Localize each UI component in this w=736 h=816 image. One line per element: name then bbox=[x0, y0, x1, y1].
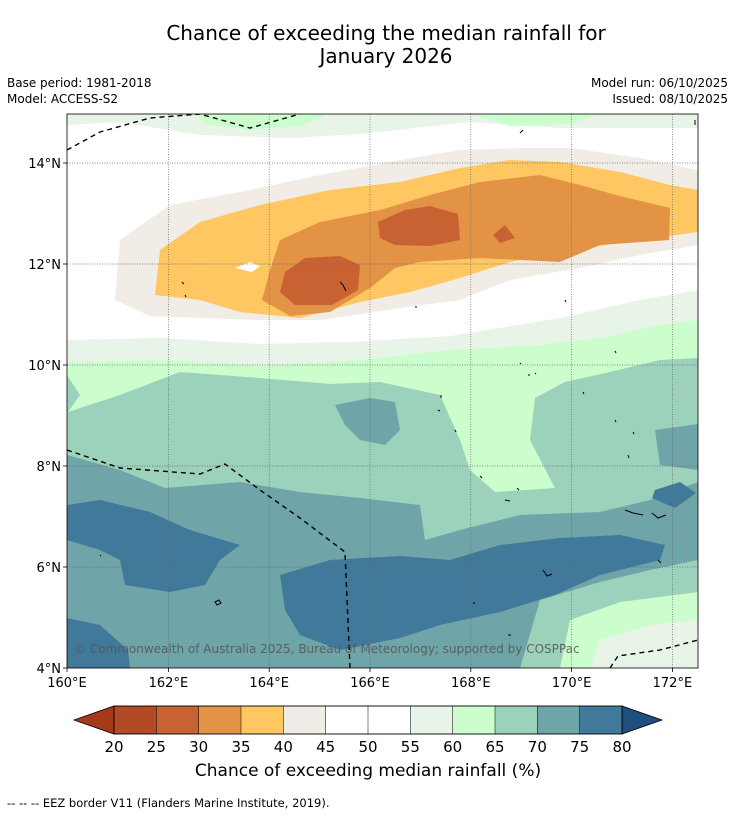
colorbar-segment bbox=[113, 705, 157, 735]
colorbar-segment bbox=[452, 705, 496, 735]
lon-label: 164°E bbox=[249, 676, 289, 691]
field-60-65-top bbox=[195, 114, 600, 130]
colorbar-tick-label: 35 bbox=[231, 738, 250, 756]
colorbar-tick-label: 75 bbox=[570, 738, 589, 756]
colorbar-tick-label: 70 bbox=[528, 738, 547, 756]
lon-label: 162°E bbox=[149, 676, 189, 691]
colorbar-segment bbox=[240, 705, 284, 735]
field-white-notch bbox=[235, 262, 260, 272]
lat-label: 6°N bbox=[37, 561, 62, 576]
colorbar-title: Chance of exceeding median rainfall (%) bbox=[194, 761, 542, 781]
field-75-80-south bbox=[280, 535, 665, 650]
lat-label: 14°N bbox=[28, 157, 61, 172]
colorbar-segment bbox=[494, 705, 538, 735]
colorbar-tick-label: 50 bbox=[358, 738, 377, 756]
field-55-60-corner bbox=[590, 620, 698, 668]
lon-label: 160°E bbox=[47, 676, 87, 691]
contour-fields bbox=[67, 114, 698, 668]
lat-label: 8°N bbox=[37, 460, 62, 475]
colorbar-segment bbox=[198, 705, 242, 735]
model-run: Model run: 06/10/2025 bbox=[590, 76, 728, 90]
field-75-80-west bbox=[67, 500, 240, 592]
axis-ticks bbox=[63, 162, 673, 672]
meta-right: Model run: 06/10/2025 Issued: 08/10/2025 bbox=[591, 75, 728, 107]
colorbar-tick-label: 60 bbox=[443, 738, 462, 756]
lon-label: 172°E bbox=[653, 676, 693, 691]
field-30-35-b bbox=[378, 206, 460, 246]
colorbar-segment bbox=[283, 705, 327, 735]
colorbar-segment bbox=[367, 705, 411, 735]
meta-left: Base period: 1981-2018 Model: ACCESS-S2 bbox=[7, 75, 152, 107]
colorbar-tick-label: 45 bbox=[316, 738, 335, 756]
field-30-35-c bbox=[493, 225, 515, 243]
title-line-1: Chance of exceeding the median rainfall … bbox=[166, 21, 606, 45]
field-30-35-a bbox=[280, 256, 360, 305]
title-line-2: January 2026 bbox=[319, 44, 453, 68]
colorbar-arrow-high bbox=[621, 705, 664, 735]
colorbar-segment bbox=[537, 705, 581, 735]
colorbar: 20 25 30 35 40 45 50 55 60 65 70 75 80 bbox=[72, 705, 664, 756]
colorbar-tick-label: 20 bbox=[104, 738, 123, 756]
colorbar-tick-label: 30 bbox=[189, 738, 208, 756]
field-35-40 bbox=[262, 175, 670, 316]
colorbar-segment bbox=[156, 705, 200, 735]
map-frame bbox=[66, 113, 699, 669]
colorbar-tick-label: 65 bbox=[485, 738, 504, 756]
islands bbox=[99, 120, 696, 636]
colorbar-segment bbox=[325, 705, 369, 735]
lat-label: 10°N bbox=[28, 359, 61, 374]
map-title: Chance of exceeding the median rainfall … bbox=[0, 22, 736, 68]
model-name: Model: ACCESS-S2 bbox=[7, 92, 119, 106]
lat-label: 4°N bbox=[37, 662, 62, 677]
axis-labels: 160°E 162°E 164°E 166°E 168°E 170°E 172°… bbox=[28, 157, 692, 691]
colorbar-tick-label: 40 bbox=[274, 738, 293, 756]
colorbar-tick-label: 25 bbox=[147, 738, 166, 756]
lon-label: 170°E bbox=[552, 676, 592, 691]
colorbar-segment bbox=[579, 705, 623, 735]
colorbar-tick-label: 80 bbox=[612, 738, 631, 756]
base-period: Base period: 1981-2018 bbox=[7, 76, 152, 90]
issued-date: Issued: 08/10/2025 bbox=[612, 92, 728, 106]
eez-borders bbox=[67, 114, 698, 668]
lon-label: 166°E bbox=[350, 676, 390, 691]
lon-label: 168°E bbox=[451, 676, 491, 691]
colorbar-frame bbox=[113, 705, 623, 735]
field-70-75-patch bbox=[335, 398, 698, 470]
colorbar-arrow-low bbox=[72, 705, 115, 735]
field-75-80-east bbox=[652, 482, 696, 508]
lat-label: 12°N bbox=[28, 258, 61, 273]
copyright-text: © Commonwealth of Australia 2025, Bureau… bbox=[74, 642, 580, 656]
graticule bbox=[67, 114, 698, 668]
colorbar-tick-label: 55 bbox=[401, 738, 420, 756]
field-75-80-sw-corner bbox=[67, 618, 130, 668]
colorbar-segment bbox=[410, 705, 454, 735]
eez-footnote: -- -- -- EEZ border V11 (Flanders Marine… bbox=[7, 796, 330, 810]
